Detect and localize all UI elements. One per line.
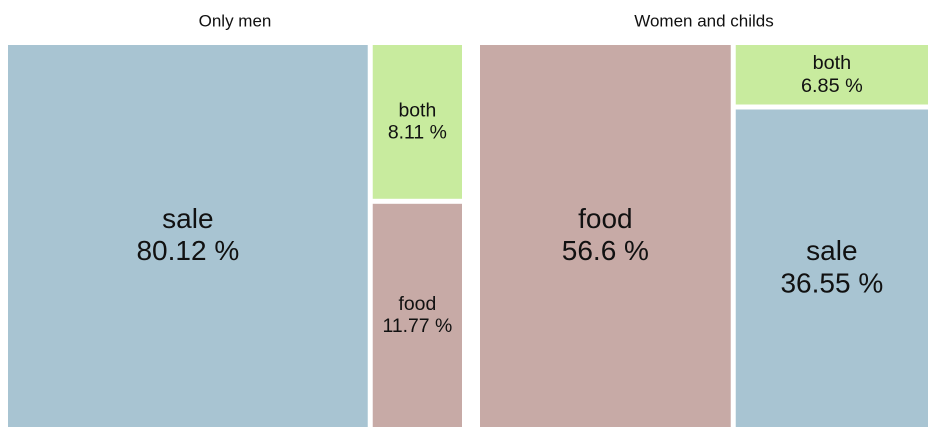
tile-label: food [398, 293, 436, 315]
tile-label: both [813, 52, 852, 74]
tile-label: sale [806, 235, 857, 266]
tile-value: 6.85 % [801, 75, 863, 97]
tile [372, 203, 462, 427]
tile-label: both [398, 99, 436, 121]
tile-value: 56.6 % [562, 235, 649, 266]
panel-title: Women and childs [634, 11, 774, 30]
tile-value: 11.77 % [383, 315, 453, 337]
tile-value: 36.55 % [780, 267, 883, 298]
tile [480, 45, 731, 427]
tile-value: 80.12 % [136, 235, 239, 266]
tile-value: 8.11 % [388, 122, 447, 144]
tile-label: sale [162, 203, 213, 234]
tile [8, 45, 368, 427]
tile [372, 45, 462, 199]
tile [735, 109, 928, 427]
panel-title: Only men [199, 11, 272, 30]
tile [735, 45, 928, 105]
tile-label: food [578, 203, 633, 234]
